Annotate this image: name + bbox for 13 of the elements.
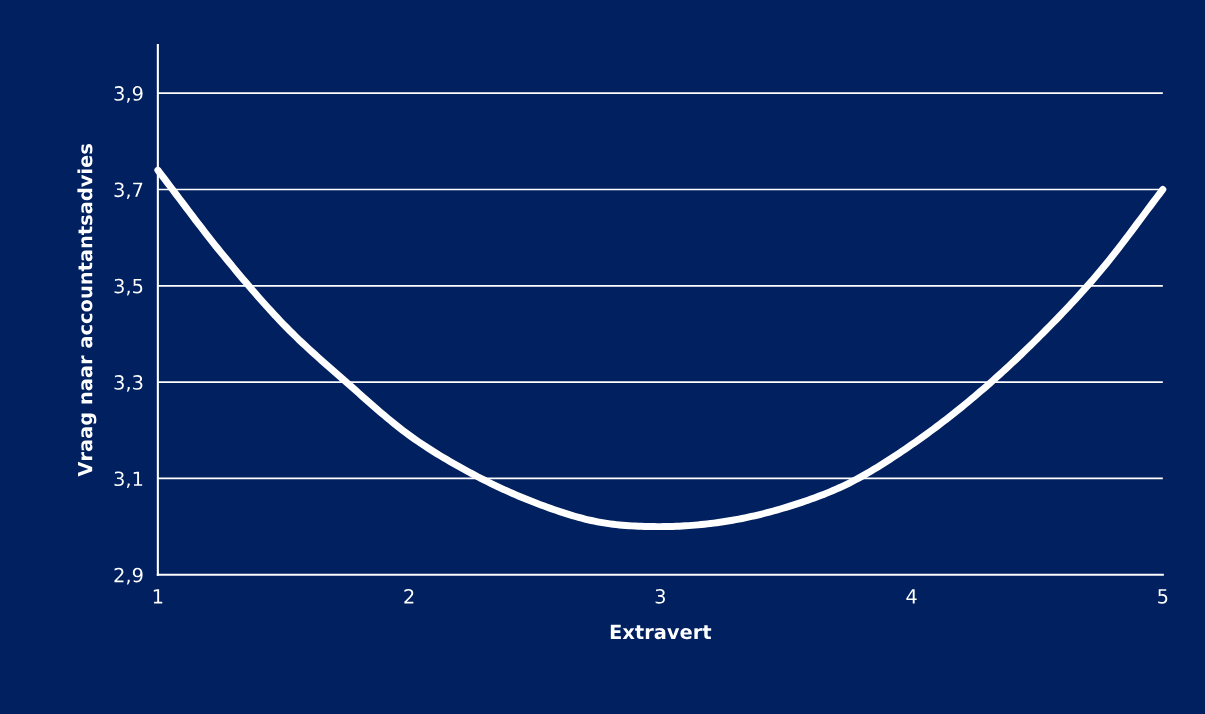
y-tick-label: 3,3 (114, 375, 143, 392)
y-tick-label: 3,1 (114, 471, 143, 489)
x-tick-label: 3 (655, 589, 665, 604)
y-axis-title: Vraag naar accountantsadvies (77, 144, 97, 477)
y-tick-label: 3,9 (114, 86, 143, 103)
y-tick-label: 3,7 (114, 182, 143, 200)
x-axis-title: Extravert (610, 624, 712, 640)
x-tick-label: 2 (404, 589, 414, 604)
x-tick-label: 1 (153, 589, 163, 604)
y-tick-label: 3,5 (114, 278, 143, 296)
x-tick-label: 5 (1158, 589, 1168, 604)
x-tick-label: 4 (906, 589, 917, 604)
y-tick-label: 2,9 (114, 567, 143, 585)
